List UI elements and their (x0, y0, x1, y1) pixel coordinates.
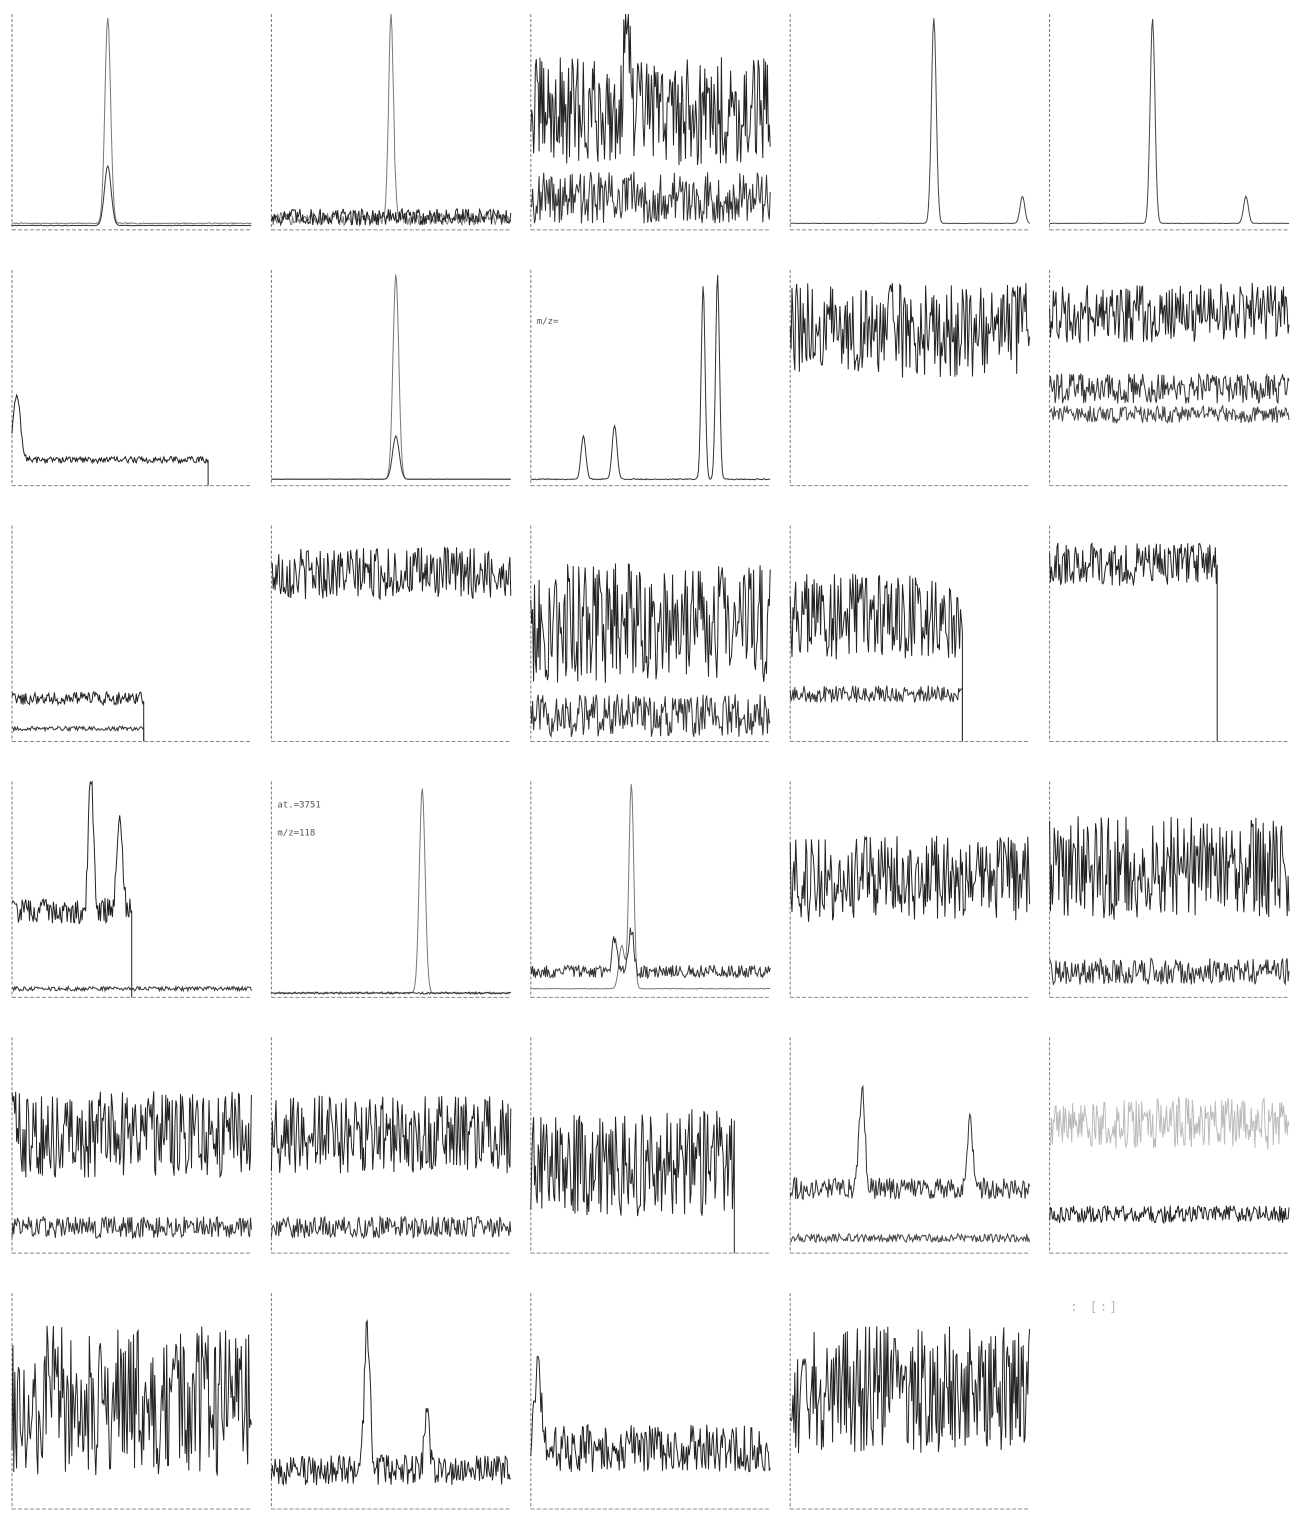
series-line-1 (270, 1318, 512, 1487)
chart-panel-10 (1049, 269, 1290, 487)
series-line-2 (11, 1216, 252, 1240)
series-line-2 (11, 725, 145, 742)
chart-panel-25 (1049, 1037, 1290, 1254)
chart-panel-27 (270, 1293, 512, 1510)
series-line-2 (530, 927, 771, 980)
chart-panel-26 (11, 1293, 252, 1510)
series-line-1 (1049, 1095, 1290, 1150)
chart-panel-13 (530, 525, 771, 742)
series-line-1 (11, 393, 209, 486)
series-line-1 (271, 274, 511, 480)
chart-panel-23 (530, 1037, 771, 1254)
series-line-1 (11, 690, 145, 742)
stray-marks: : [:] (1070, 1300, 1120, 1315)
chart-panel-18 (530, 781, 771, 998)
panel-label: at.=3751 (277, 801, 320, 811)
series-line-1 (530, 1356, 771, 1473)
series-line-2 (270, 207, 512, 227)
chart-panel-9 (789, 269, 1031, 487)
series-line-2 (271, 990, 512, 996)
chart-panel-21 (11, 1037, 252, 1254)
series-line-2 (530, 171, 771, 224)
panel-label: m/z=118 (277, 829, 315, 839)
chart-panel-20 (1049, 781, 1290, 998)
chart-panel-1 (11, 14, 252, 231)
panel-label: m/z= (537, 317, 559, 327)
series-line-1 (270, 1095, 512, 1174)
series-line-2 (1049, 372, 1290, 405)
series-line-1 (270, 546, 512, 601)
series-line-1 (1049, 282, 1290, 344)
series-line-1 (271, 788, 511, 994)
series-line-2 (530, 694, 771, 739)
series-line-1 (11, 17, 252, 225)
chart-panel-6 (11, 269, 252, 487)
chart-panel-22 (270, 1037, 512, 1254)
series-line-2 (11, 984, 252, 993)
chart-panel-29 (789, 1293, 1031, 1510)
chart-panel-24 (789, 1037, 1031, 1254)
chart-panel-14 (789, 525, 1030, 742)
series-line-1 (530, 13, 771, 166)
series-line-2 (1049, 957, 1290, 986)
series-line-2 (271, 435, 511, 480)
series-line-1 (790, 18, 1030, 225)
series-line-1 (530, 783, 771, 990)
chart-panel-19 (789, 781, 1031, 998)
series-line-2 (270, 1215, 512, 1240)
chart-panel-7 (270, 269, 511, 487)
series-line-1 (789, 282, 1031, 378)
series-line-1 (530, 1109, 735, 1254)
series-line-2 (790, 1232, 1031, 1245)
series-line-2 (789, 685, 963, 742)
series-line-1 (530, 563, 771, 683)
series-line-1 (789, 1084, 1031, 1201)
chart-panel-8: m/z= (530, 269, 771, 487)
series-line-1 (1049, 541, 1218, 742)
chart-panel-17: at.=3751 m/z=118 (270, 781, 512, 998)
series-line-1 (530, 274, 771, 481)
chart-panel-15 (1049, 525, 1289, 742)
series-line-3 (1049, 404, 1290, 425)
series-line-1 (11, 1091, 252, 1179)
series-line-2 (1049, 1205, 1290, 1225)
series-line-1 (789, 573, 963, 742)
series-line-1 (789, 835, 1031, 922)
series-line-1 (1049, 18, 1290, 225)
series-line-2 (11, 164, 252, 227)
chart-panel-11 (11, 525, 252, 742)
chart-panel-3 (530, 13, 771, 231)
series-line-1 (11, 1325, 252, 1476)
chart-panel-2 (270, 13, 512, 231)
chart-panel-5 (1049, 14, 1290, 231)
chart-panel-12 (270, 525, 512, 742)
chart-panel-28 (530, 1293, 771, 1510)
series-line-1 (11, 780, 133, 998)
chart-panel-4 (789, 14, 1030, 231)
chart-panel-16 (11, 780, 252, 998)
series-line-1 (1049, 816, 1290, 920)
series-line-1 (789, 1326, 1031, 1454)
series-line-1 (270, 13, 512, 228)
